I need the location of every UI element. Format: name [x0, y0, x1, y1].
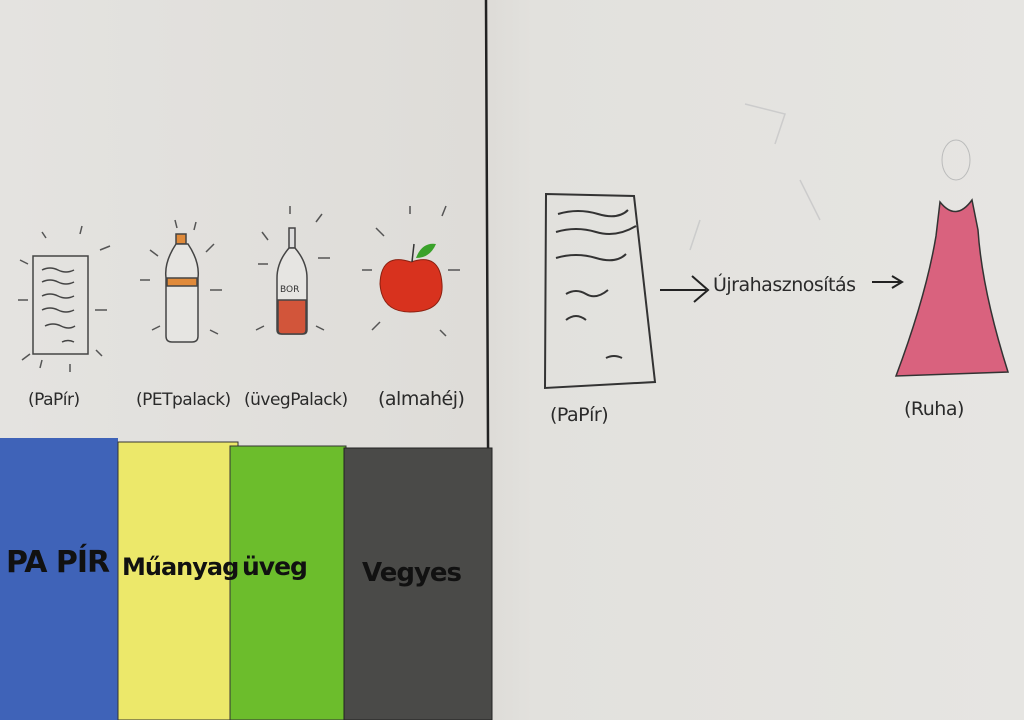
item-label-pet-bottle: (PETpalack) — [136, 390, 231, 410]
arrow-right-icon — [660, 275, 710, 303]
bin-label-glass: üveg — [242, 552, 308, 581]
bin-label-plastic: Műanyag — [122, 553, 239, 581]
bin-plastic — [117, 441, 239, 720]
paper-sheet-icon — [18, 225, 111, 372]
arrow-right-icon — [872, 275, 904, 289]
item-label-paper: (PaPír) — [28, 390, 80, 410]
bottle-label: BOR — [280, 285, 299, 295]
item-label-glass-bottle: (üvegPalack) — [244, 390, 348, 410]
bin-mixed — [343, 447, 493, 720]
bin-label-paper: PA PÍR — [6, 545, 110, 580]
paper-sheet-icon — [543, 192, 657, 390]
dress-icon — [894, 139, 1010, 377]
plastic-bottle-icon — [140, 219, 222, 343]
apple-icon — [362, 205, 460, 337]
recycle-sketch-icon — [689, 103, 821, 251]
bin-glass — [229, 445, 347, 720]
bin-label-mixed: Vegyes — [362, 558, 462, 588]
source-label: (PaPír) — [550, 404, 609, 426]
glass-bottle-icon: BOR — [255, 206, 330, 335]
bin-paper — [0, 438, 118, 720]
result-label: (Ruha) — [904, 398, 964, 420]
process-label: Újrahasznosítás — [713, 274, 856, 296]
item-label-apple-peel: (almahéj) — [378, 388, 465, 410]
